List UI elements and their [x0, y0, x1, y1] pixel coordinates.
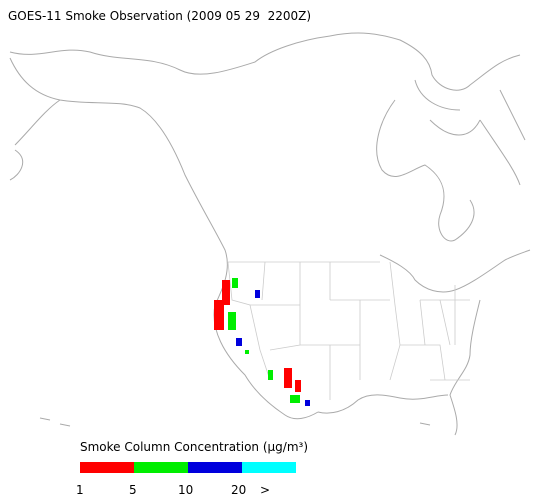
legend-tick-label: 10: [178, 483, 193, 497]
legend-swatch: [80, 462, 134, 473]
smoke-pixels: [214, 278, 310, 406]
map-title: GOES-11 Smoke Observation (2009 05 29 22…: [8, 9, 311, 23]
legend-swatch: [134, 462, 188, 473]
coastlines: [9, 32, 531, 436]
state-borders: [227, 261, 470, 400]
legend-tick-label: 20: [231, 483, 246, 497]
legend-swatch: [188, 462, 242, 473]
legend-tick-label: 5: [129, 483, 137, 497]
legend-tick-label: >: [260, 483, 270, 497]
legend-swatch: [242, 462, 296, 473]
legend-tick-label: 1: [76, 483, 84, 497]
legend-label: Smoke Column Concentration (μg/m³): [80, 440, 308, 454]
